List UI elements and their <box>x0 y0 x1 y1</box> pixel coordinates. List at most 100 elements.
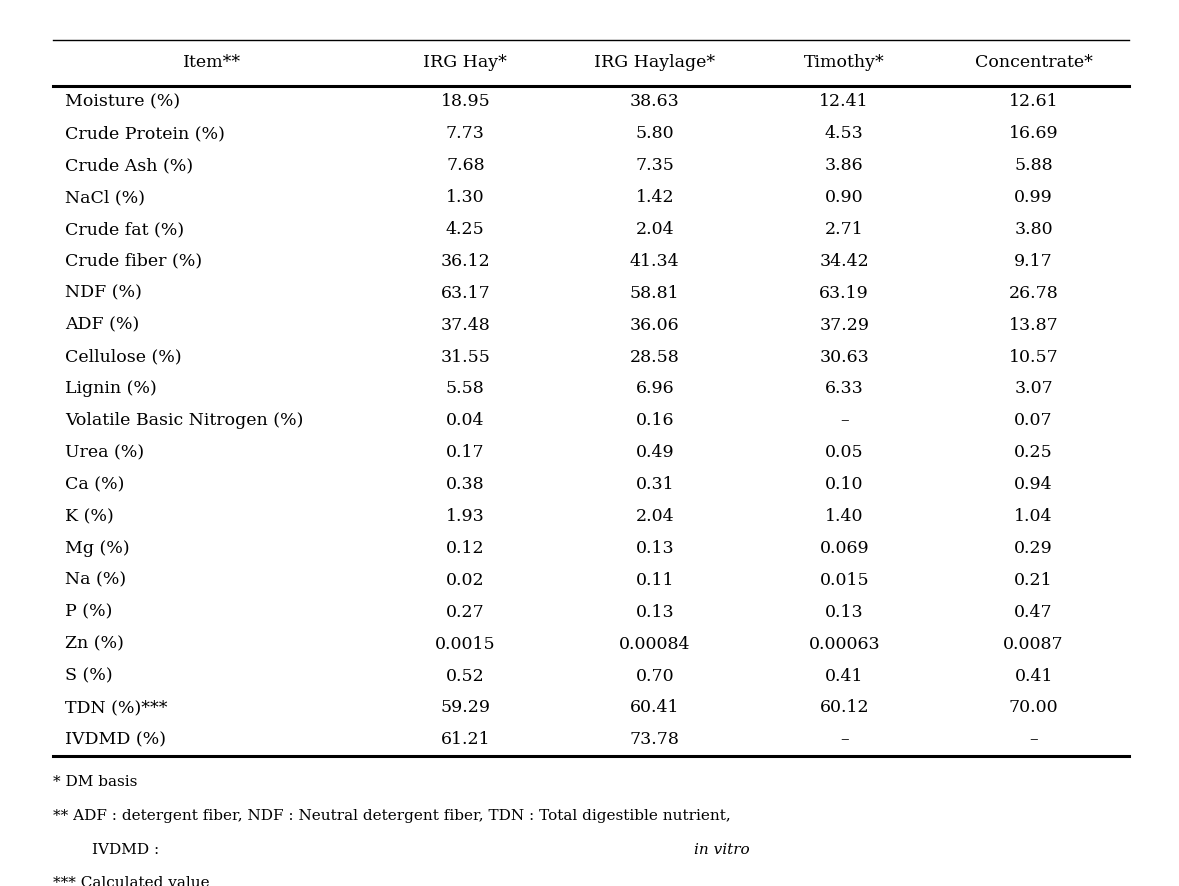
Text: 0.31: 0.31 <box>635 476 674 494</box>
Text: 0.10: 0.10 <box>825 476 863 494</box>
Text: 0.00063: 0.00063 <box>809 635 880 653</box>
Text: NaCl (%): NaCl (%) <box>65 189 145 206</box>
Text: Volatile Basic Nitrogen (%): Volatile Basic Nitrogen (%) <box>65 412 303 430</box>
Text: Lignin (%): Lignin (%) <box>65 380 157 398</box>
Text: 28.58: 28.58 <box>630 348 679 366</box>
Text: 36.06: 36.06 <box>630 316 679 334</box>
Text: 38.63: 38.63 <box>630 93 679 111</box>
Text: 0.70: 0.70 <box>635 667 674 685</box>
Text: 61.21: 61.21 <box>441 731 490 749</box>
Text: *** Calculated value: *** Calculated value <box>53 876 210 886</box>
Text: 36.12: 36.12 <box>441 253 490 270</box>
Text: 0.02: 0.02 <box>446 571 485 589</box>
Text: 60.12: 60.12 <box>819 699 869 717</box>
Text: 3.07: 3.07 <box>1014 380 1053 398</box>
Text: 13.87: 13.87 <box>1009 316 1059 334</box>
Text: 0.47: 0.47 <box>1014 603 1053 621</box>
Text: 7.73: 7.73 <box>446 125 485 143</box>
Text: 0.38: 0.38 <box>446 476 485 494</box>
Text: 0.07: 0.07 <box>1014 412 1053 430</box>
Text: S (%): S (%) <box>65 667 112 685</box>
Text: Timothy*: Timothy* <box>804 54 884 72</box>
Text: in vitro: in vitro <box>693 843 750 857</box>
Text: ** ADF : detergent fiber, NDF : Neutral detergent fiber, TDN : Total digestible : ** ADF : detergent fiber, NDF : Neutral … <box>53 809 731 823</box>
Text: Crude fiber (%): Crude fiber (%) <box>65 253 202 270</box>
Text: Ca (%): Ca (%) <box>65 476 124 494</box>
Text: 4.53: 4.53 <box>825 125 863 143</box>
Text: 0.0015: 0.0015 <box>435 635 495 653</box>
Text: 34.42: 34.42 <box>819 253 869 270</box>
Text: IVDMD (%): IVDMD (%) <box>65 731 166 749</box>
Text: 3.86: 3.86 <box>825 157 863 175</box>
Text: 0.00084: 0.00084 <box>619 635 691 653</box>
Text: 60.41: 60.41 <box>630 699 679 717</box>
Text: 4.25: 4.25 <box>446 221 485 238</box>
Text: 18.95: 18.95 <box>441 93 490 111</box>
Text: Item**: Item** <box>183 54 241 72</box>
Text: 26.78: 26.78 <box>1009 284 1059 302</box>
Text: 2.04: 2.04 <box>635 221 674 238</box>
Text: Zn (%): Zn (%) <box>65 635 124 653</box>
Text: 0.90: 0.90 <box>825 189 863 206</box>
Text: 0.29: 0.29 <box>1014 540 1053 557</box>
Text: –: – <box>1029 731 1038 749</box>
Text: 5.88: 5.88 <box>1014 157 1053 175</box>
Text: 12.61: 12.61 <box>1009 93 1059 111</box>
Text: 9.17: 9.17 <box>1014 253 1053 270</box>
Text: –: – <box>839 731 849 749</box>
Text: 73.78: 73.78 <box>630 731 680 749</box>
Text: 0.52: 0.52 <box>446 667 485 685</box>
Text: 0.015: 0.015 <box>819 571 869 589</box>
Text: 12.41: 12.41 <box>819 93 869 111</box>
Text: 0.99: 0.99 <box>1014 189 1053 206</box>
Text: 1.93: 1.93 <box>446 508 485 525</box>
Text: 30.63: 30.63 <box>819 348 869 366</box>
Text: 0.13: 0.13 <box>635 603 674 621</box>
Text: 0.41: 0.41 <box>825 667 863 685</box>
Text: 0.04: 0.04 <box>446 412 485 430</box>
Text: 1.40: 1.40 <box>825 508 863 525</box>
Text: 0.49: 0.49 <box>635 444 674 462</box>
Text: IRG Haylage*: IRG Haylage* <box>594 54 716 72</box>
Text: 2.04: 2.04 <box>635 508 674 525</box>
Text: NDF (%): NDF (%) <box>65 284 141 302</box>
Text: 63.19: 63.19 <box>819 284 869 302</box>
Text: IVDMD :: IVDMD : <box>92 843 164 857</box>
Text: 3.80: 3.80 <box>1014 221 1053 238</box>
Text: Crude fat (%): Crude fat (%) <box>65 221 184 238</box>
Text: 0.12: 0.12 <box>446 540 485 557</box>
Text: Crude Ash (%): Crude Ash (%) <box>65 157 193 175</box>
Text: Crude Protein (%): Crude Protein (%) <box>65 125 225 143</box>
Text: 0.069: 0.069 <box>819 540 869 557</box>
Text: IRG Hay*: IRG Hay* <box>423 54 507 72</box>
Text: 16.69: 16.69 <box>1009 125 1059 143</box>
Text: 2.71: 2.71 <box>825 221 863 238</box>
Text: 1.04: 1.04 <box>1014 508 1053 525</box>
Text: –: – <box>839 412 849 430</box>
Text: P (%): P (%) <box>65 603 112 621</box>
Text: Mg (%): Mg (%) <box>65 540 130 557</box>
Text: 0.05: 0.05 <box>825 444 863 462</box>
Text: ADF (%): ADF (%) <box>65 316 139 334</box>
Text: 0.11: 0.11 <box>635 571 674 589</box>
Text: 7.35: 7.35 <box>635 157 674 175</box>
Text: TDN (%)***: TDN (%)*** <box>65 699 167 717</box>
Text: 1.42: 1.42 <box>635 189 674 206</box>
Text: Cellulose (%): Cellulose (%) <box>65 348 182 366</box>
Text: 0.41: 0.41 <box>1014 667 1053 685</box>
Text: 70.00: 70.00 <box>1009 699 1059 717</box>
Text: 0.94: 0.94 <box>1014 476 1053 494</box>
Text: 10.57: 10.57 <box>1009 348 1059 366</box>
Text: Concentrate*: Concentrate* <box>975 54 1093 72</box>
Text: 0.13: 0.13 <box>825 603 863 621</box>
Text: Na (%): Na (%) <box>65 571 126 589</box>
Text: 5.58: 5.58 <box>446 380 485 398</box>
Text: Urea (%): Urea (%) <box>65 444 144 462</box>
Text: Moisture (%): Moisture (%) <box>65 93 180 111</box>
Text: 1.30: 1.30 <box>446 189 485 206</box>
Text: 41.34: 41.34 <box>630 253 679 270</box>
Text: 58.81: 58.81 <box>630 284 679 302</box>
Text: 6.96: 6.96 <box>635 380 674 398</box>
Text: 0.16: 0.16 <box>635 412 674 430</box>
Text: 0.13: 0.13 <box>635 540 674 557</box>
